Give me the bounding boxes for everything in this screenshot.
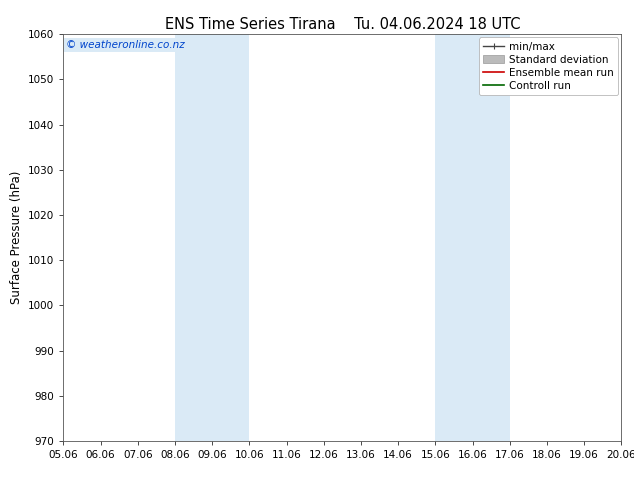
Text: © weatheronline.co.nz: © weatheronline.co.nz	[66, 40, 185, 50]
Title: ENS Time Series Tirana    Tu. 04.06.2024 18 UTC: ENS Time Series Tirana Tu. 04.06.2024 18…	[165, 17, 520, 32]
Legend: min/max, Standard deviation, Ensemble mean run, Controll run: min/max, Standard deviation, Ensemble me…	[479, 37, 618, 95]
Bar	[436, 34, 510, 441]
Bar	[175, 34, 249, 441]
Y-axis label: Surface Pressure (hPa): Surface Pressure (hPa)	[10, 171, 23, 304]
